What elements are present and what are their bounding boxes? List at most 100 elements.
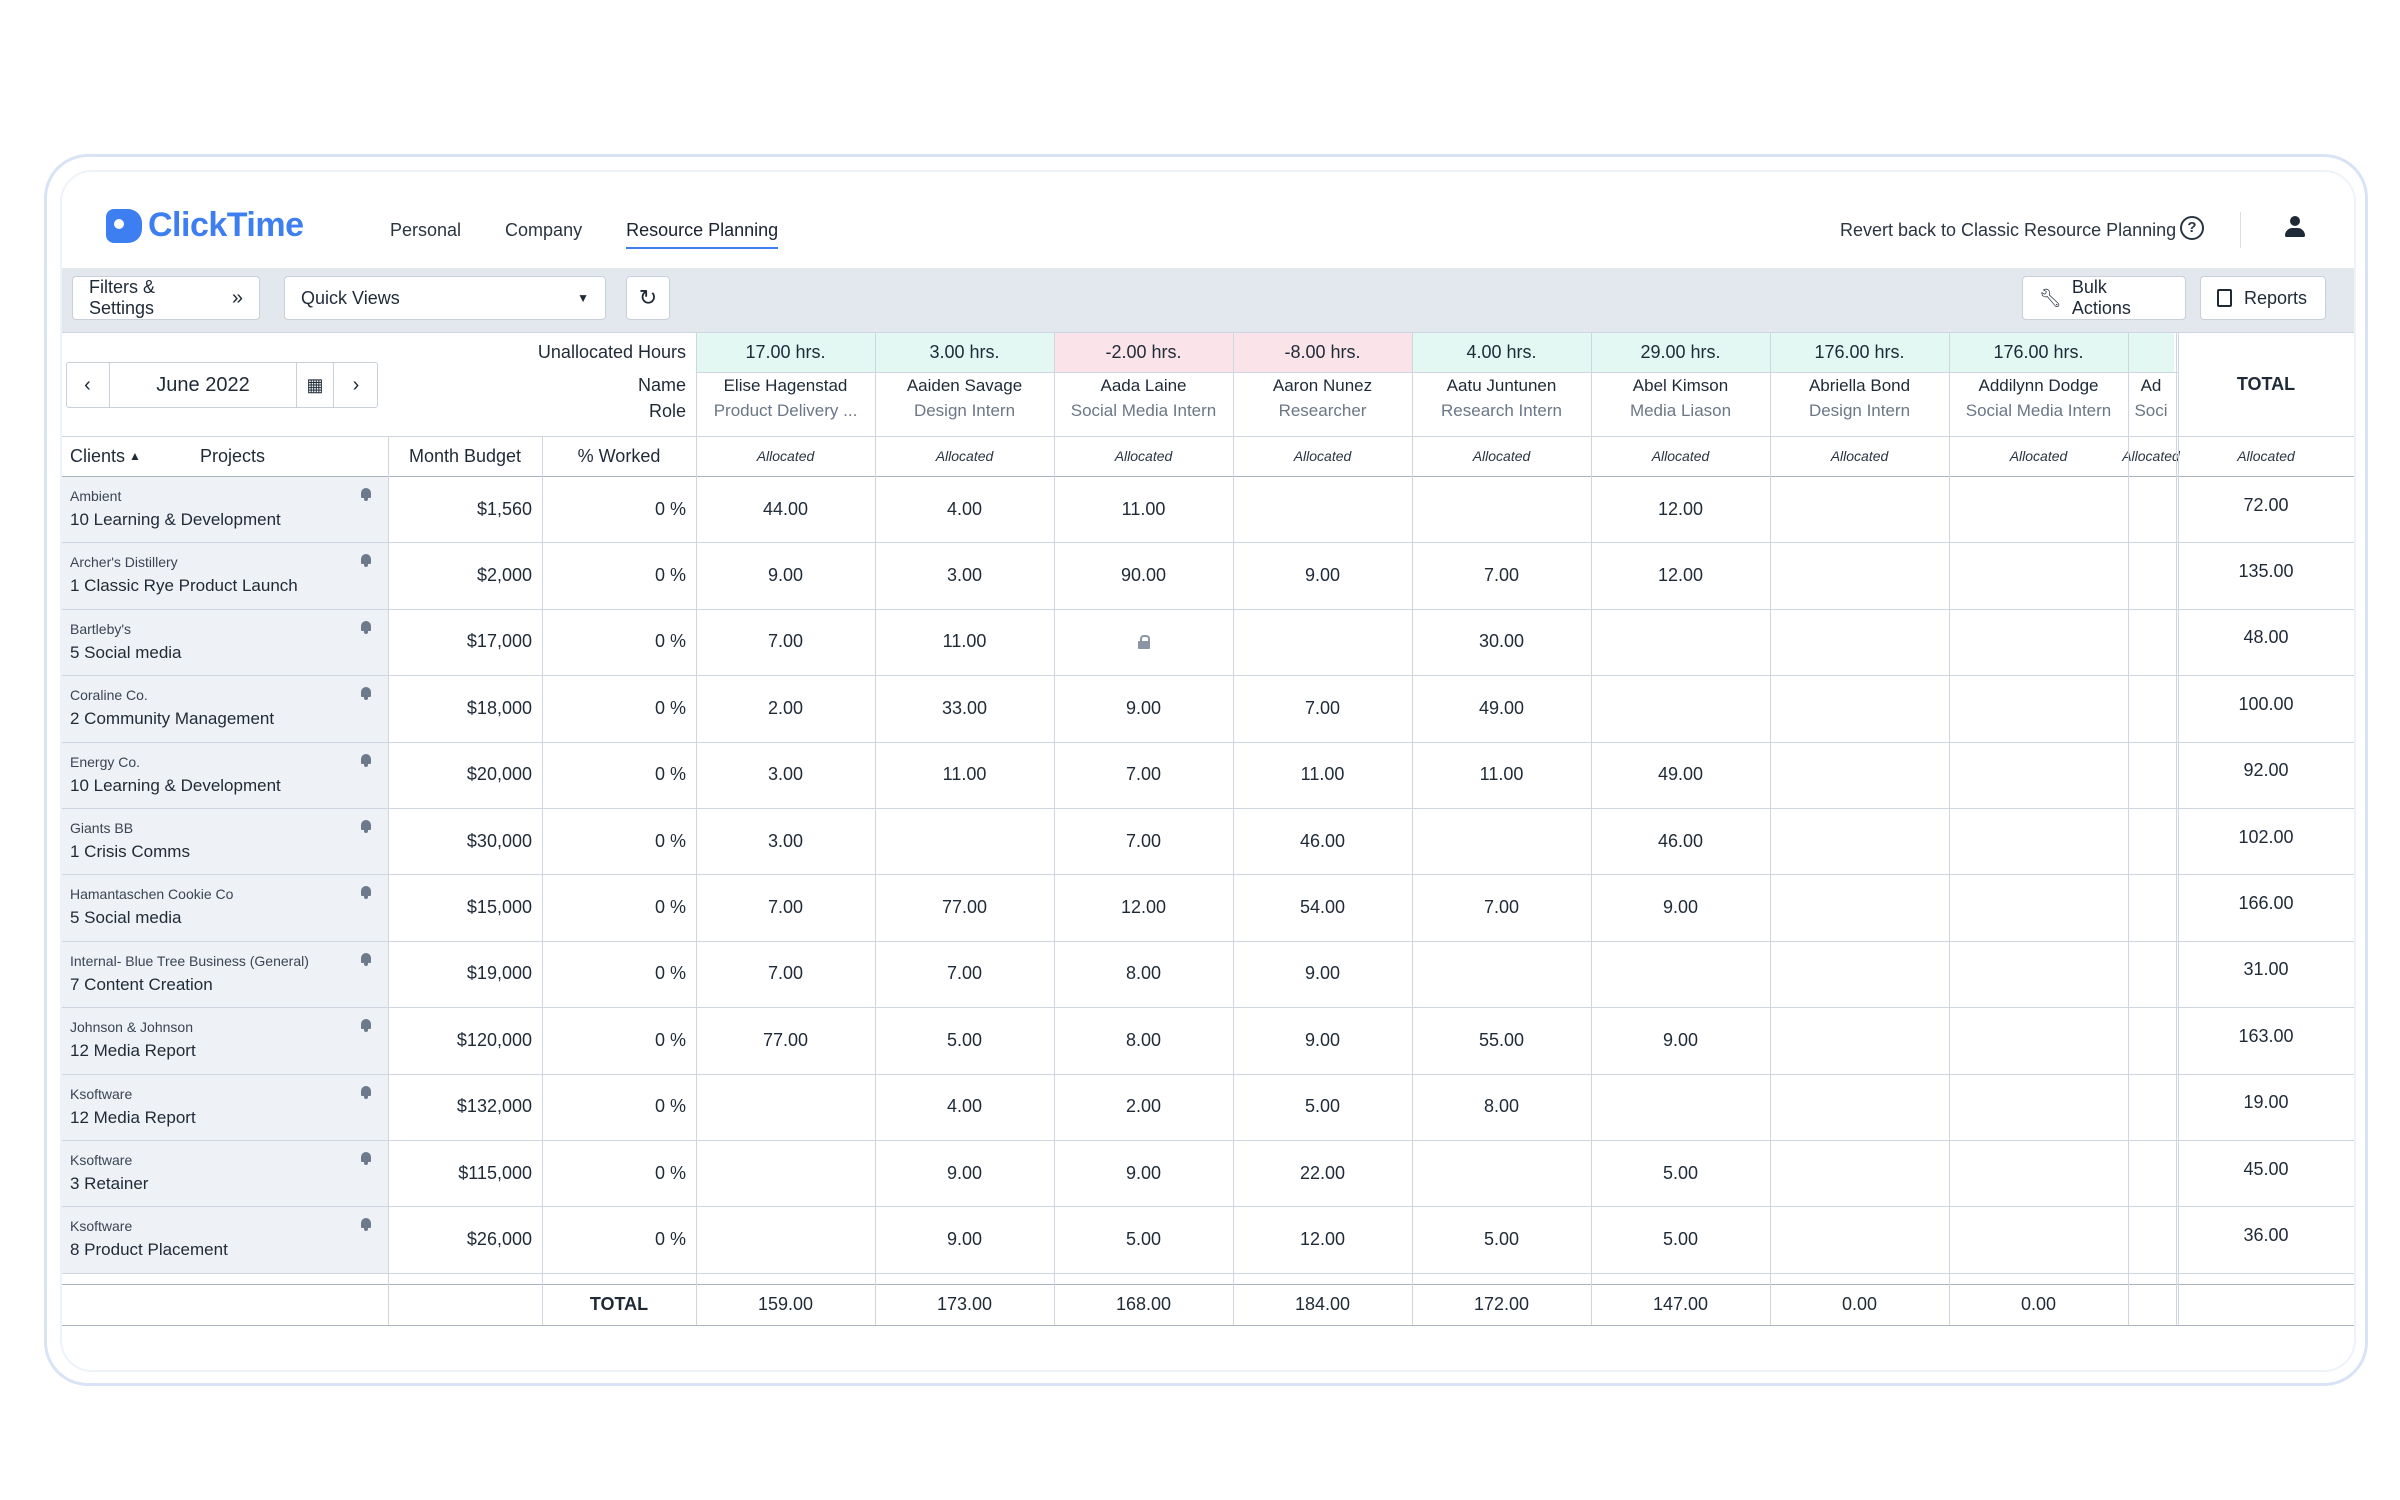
notification-bell-icon[interactable] <box>360 1152 372 1165</box>
allocation-cell[interactable]: 12.00 <box>1657 498 1704 519</box>
allocation-cell[interactable]: 46.00 <box>1657 830 1704 851</box>
allocation-cell[interactable]: 9.00 <box>1125 1162 1162 1183</box>
allocation-cell[interactable]: 7.00 <box>1304 697 1341 718</box>
allocation-cell[interactable]: 33.00 <box>941 697 988 718</box>
allocation-cell[interactable]: 11.00 <box>942 631 987 652</box>
allocation-cell[interactable]: 7.00 <box>1125 764 1162 785</box>
project-name[interactable]: 12 Media Report <box>70 1041 196 1061</box>
allocation-cell[interactable]: 7.00 <box>1125 830 1162 851</box>
person-name[interactable]: Aaiden Savage <box>906 376 1023 395</box>
quick-views-select[interactable]: Quick Views ▼ <box>284 276 606 320</box>
allocation-cell[interactable]: 7.00 <box>767 963 804 984</box>
allocation-cell[interactable] <box>1591 1074 1770 1140</box>
person-name[interactable]: Addilynn Dodge <box>1978 376 2099 395</box>
allocation-cell[interactable] <box>1412 941 1591 1007</box>
allocation-cell[interactable] <box>1949 874 2128 940</box>
allocation-cell[interactable] <box>1770 476 1949 542</box>
allocation-cell[interactable] <box>1770 874 1949 940</box>
prev-month-button[interactable]: ‹ <box>66 362 110 408</box>
allocation-cell[interactable]: 4.00 <box>946 1096 983 1117</box>
allocation-cell[interactable] <box>1949 1074 2128 1140</box>
allocation-cell[interactable] <box>2128 609 2174 675</box>
project-name[interactable]: 8 Product Placement <box>70 1240 228 1260</box>
allocation-cell[interactable]: 49.00 <box>1657 764 1704 785</box>
allocation-cell[interactable] <box>2128 1074 2174 1140</box>
allocation-cell[interactable] <box>2128 1140 2174 1206</box>
allocation-cell[interactable] <box>2128 941 2174 1007</box>
allocation-cell[interactable] <box>1770 1074 1949 1140</box>
allocation-cell[interactable]: 11.00 <box>942 764 987 785</box>
allocation-cell[interactable]: 22.00 <box>1299 1162 1346 1183</box>
allocation-cell[interactable]: 7.00 <box>767 631 804 652</box>
allocation-cell[interactable] <box>2128 742 2174 808</box>
allocation-cell[interactable]: 3.00 <box>767 830 804 851</box>
reports-button[interactable]: Reports <box>2200 276 2326 320</box>
allocation-cell[interactable] <box>696 1206 875 1272</box>
person-name[interactable]: Ad <box>2140 376 2162 395</box>
bulk-actions-button[interactable]: 🔧︎ Bulk Actions <box>2022 276 2186 320</box>
allocation-cell[interactable]: 9.00 <box>1662 1029 1699 1050</box>
allocation-cell[interactable]: 4.00 <box>946 498 983 519</box>
allocation-cell[interactable] <box>1949 609 2128 675</box>
allocation-cell[interactable] <box>696 1074 875 1140</box>
project-name[interactable]: 2 Community Management <box>70 709 275 729</box>
notification-bell-icon[interactable] <box>360 1019 372 1033</box>
next-month-button[interactable]: › <box>352 373 360 396</box>
allocation-cell[interactable]: 7.00 <box>946 963 983 984</box>
allocation-cell[interactable]: 9.00 <box>1125 697 1162 718</box>
allocation-cell[interactable]: 5.00 <box>1304 1096 1341 1117</box>
allocation-cell[interactable]: 46.00 <box>1299 830 1346 851</box>
nav-resource-planning[interactable]: Resource Planning <box>626 220 779 249</box>
person-name[interactable]: Abel Kimson <box>1632 376 1729 395</box>
notification-bell-icon[interactable] <box>360 488 372 501</box>
allocation-cell[interactable] <box>2128 808 2174 874</box>
allocation-cell[interactable]: 12.00 <box>1120 897 1167 918</box>
allocation-cell[interactable]: 55.00 <box>1478 1029 1525 1050</box>
allocation-cell[interactable] <box>1949 808 2128 874</box>
allocation-cell[interactable]: 12.00 <box>1657 565 1704 586</box>
allocation-cell[interactable] <box>1770 1007 1949 1073</box>
allocation-cell[interactable] <box>1949 1007 2128 1073</box>
allocation-cell[interactable] <box>2128 675 2174 741</box>
allocation-cell[interactable] <box>696 1140 875 1206</box>
clients-sort-header[interactable]: Clients ▲ <box>70 436 200 476</box>
notification-bell-icon[interactable] <box>360 620 372 634</box>
allocation-cell[interactable] <box>2128 476 2174 542</box>
allocation-cell[interactable] <box>2128 542 2174 608</box>
allocation-cell[interactable] <box>1949 542 2128 608</box>
project-name[interactable]: 10 Learning & Development <box>70 775 281 795</box>
allocation-cell[interactable] <box>1770 1206 1949 1272</box>
allocation-cell[interactable] <box>1949 1206 2128 1272</box>
allocation-cell[interactable]: 9.00 <box>946 1162 983 1183</box>
user-account-icon[interactable] <box>2284 216 2306 238</box>
allocation-cell[interactable] <box>1770 542 1949 608</box>
person-name[interactable]: Aaron Nunez <box>1272 376 1373 395</box>
project-name[interactable]: 1 Crisis Comms <box>70 842 190 861</box>
allocation-cell[interactable]: 5.00 <box>1483 1229 1520 1250</box>
person-name[interactable]: Elise Hagenstad <box>723 376 848 395</box>
notification-bell-icon[interactable] <box>360 1218 372 1232</box>
allocation-cell[interactable]: 5.00 <box>1662 1162 1699 1183</box>
allocation-cell[interactable] <box>1770 742 1949 808</box>
allocation-cell[interactable] <box>1949 675 2128 741</box>
allocation-cell[interactable] <box>875 808 1054 874</box>
allocation-cell[interactable] <box>1770 808 1949 874</box>
allocation-cell[interactable] <box>1591 609 1770 675</box>
allocation-cell[interactable]: 54.00 <box>1299 897 1346 918</box>
project-name[interactable]: 3 Retainer <box>70 1174 149 1193</box>
allocation-cell[interactable] <box>1591 675 1770 741</box>
project-name[interactable]: 7 Content Creation <box>70 974 213 994</box>
allocation-cell[interactable] <box>1412 1140 1591 1206</box>
notification-bell-icon[interactable] <box>360 820 372 833</box>
notification-bell-icon[interactable] <box>360 554 372 568</box>
refresh-button[interactable]: ↻ <box>626 276 670 320</box>
notification-bell-icon[interactable] <box>360 1085 372 1099</box>
nav-company[interactable]: Company <box>505 220 583 240</box>
allocation-cell[interactable] <box>2128 1007 2174 1073</box>
clicktime-logo[interactable]: ClickTime <box>106 206 304 245</box>
allocation-cell[interactable] <box>1949 1140 2128 1206</box>
allocation-cell[interactable]: 3.00 <box>946 565 983 586</box>
allocation-cell[interactable]: 7.00 <box>767 897 804 918</box>
allocation-cell[interactable] <box>1233 609 1412 675</box>
allocation-cell[interactable]: 5.00 <box>1662 1229 1699 1250</box>
